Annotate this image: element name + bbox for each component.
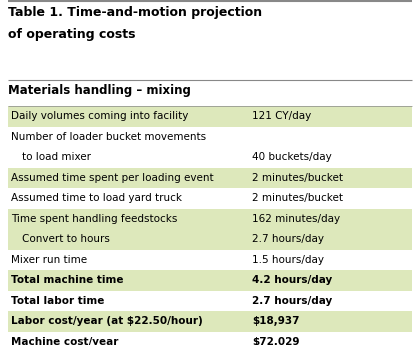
Bar (8, 208, 412, 229)
Text: Convert to hours: Convert to hours (22, 234, 110, 244)
Text: Labor cost/year (at $22.50/hour): Labor cost/year (at $22.50/hour) (11, 316, 203, 326)
Bar (8, 168, 412, 188)
Text: 1.5 hours/day: 1.5 hours/day (252, 255, 324, 265)
Text: 2.7 hours/day: 2.7 hours/day (252, 234, 324, 244)
Text: Assumed time to load yard truck: Assumed time to load yard truck (11, 193, 182, 203)
Text: Assumed time spent per loading event: Assumed time spent per loading event (11, 173, 214, 183)
Text: 2 minutes/bucket: 2 minutes/bucket (252, 193, 343, 203)
Text: Time spent handling feedstocks: Time spent handling feedstocks (11, 214, 177, 224)
Text: 40 buckets/day: 40 buckets/day (252, 152, 332, 162)
Text: Table 1. Time-and-motion projection: Table 1. Time-and-motion projection (8, 6, 262, 19)
Text: Materials handling – mixing: Materials handling – mixing (8, 84, 191, 97)
Text: Mixer run time: Mixer run time (11, 255, 87, 265)
Text: Total machine time: Total machine time (11, 275, 123, 285)
Text: Machine cost/year: Machine cost/year (11, 337, 118, 345)
Text: of operating costs: of operating costs (8, 28, 136, 41)
Text: Daily volumes coming into facility: Daily volumes coming into facility (11, 111, 189, 121)
Text: Total labor time: Total labor time (11, 296, 105, 306)
Bar (8, 229, 412, 249)
Bar (8, 270, 412, 290)
Bar (8, 311, 412, 332)
Text: Number of loader bucket movements: Number of loader bucket movements (11, 132, 206, 142)
Text: 121 CY/day: 121 CY/day (252, 111, 311, 121)
Text: 4.2 hours/day: 4.2 hours/day (252, 275, 332, 285)
Text: 162 minutes/day: 162 minutes/day (252, 214, 340, 224)
Text: 2.7 hours/day: 2.7 hours/day (252, 296, 332, 306)
Text: to load mixer: to load mixer (22, 152, 91, 162)
Text: $18,937: $18,937 (252, 316, 299, 326)
Bar (8, 106, 412, 127)
Text: 2 minutes/bucket: 2 minutes/bucket (252, 173, 343, 183)
Text: $72,029: $72,029 (252, 337, 299, 345)
